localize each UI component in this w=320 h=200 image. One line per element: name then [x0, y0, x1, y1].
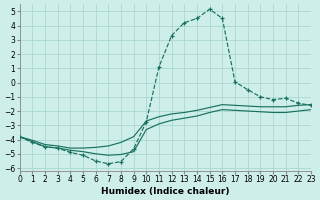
- X-axis label: Humidex (Indice chaleur): Humidex (Indice chaleur): [101, 187, 229, 196]
